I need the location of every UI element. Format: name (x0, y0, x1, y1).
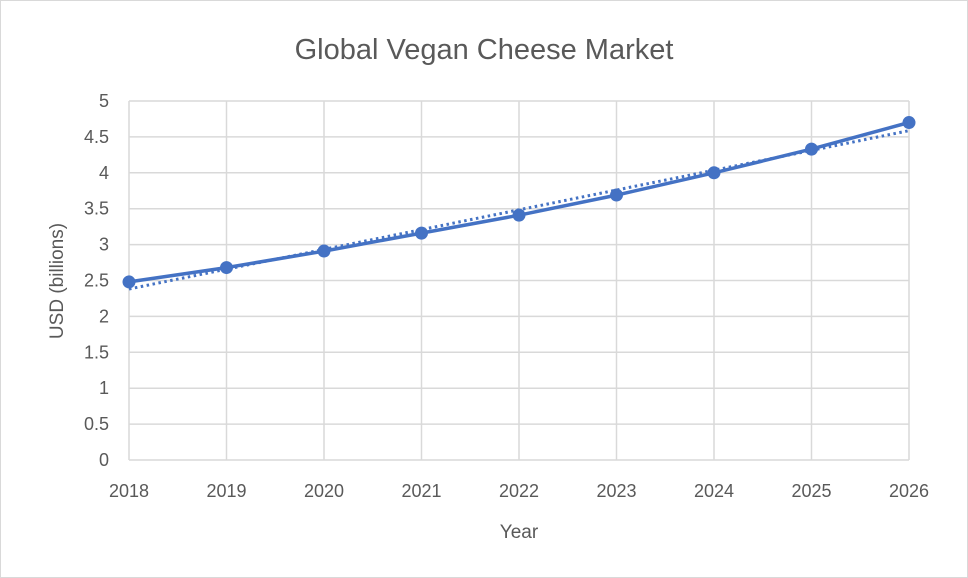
data-point (610, 188, 623, 202)
x-tick-label: 2020 (304, 481, 344, 501)
y-axis-title: USD (billions) (47, 223, 68, 339)
x-tick-label: 2018 (109, 481, 149, 501)
x-tick-label: 2023 (596, 481, 636, 501)
data-point (415, 226, 428, 240)
data-point (805, 142, 818, 156)
y-tick-label: 3.5 (84, 199, 109, 219)
y-axis-ticks: 0 0.5 1 1.5 2 2.5 3 3.5 4 4.5 5 (84, 91, 109, 470)
y-tick-label: 2 (99, 306, 109, 326)
y-tick-label: 4.5 (84, 127, 109, 147)
data-point (122, 275, 136, 289)
x-tick-label: 2025 (791, 481, 831, 501)
x-tick-label: 2021 (401, 481, 441, 501)
data-point (317, 244, 331, 258)
x-tick-label: 2026 (889, 481, 929, 501)
y-tick-label: 0 (99, 450, 109, 470)
chart-title: Global Vegan Cheese Market (295, 34, 674, 66)
y-tick-label: 2.5 (84, 271, 109, 291)
y-tick-label: 1.5 (84, 342, 109, 362)
x-tick-label: 2019 (206, 481, 246, 501)
x-tick-label: 2024 (694, 481, 734, 501)
data-point (220, 261, 233, 275)
y-tick-label: 5 (99, 91, 109, 111)
y-tick-label: 3 (99, 235, 109, 255)
y-tick-label: 0.5 (84, 414, 109, 434)
y-tick-label: 1 (99, 378, 109, 398)
gridlines (128, 100, 910, 461)
data-series (122, 116, 916, 289)
x-axis-title: Year (500, 522, 539, 543)
data-point (902, 116, 916, 130)
x-axis-ticks: 2018 2019 2020 2021 2022 2023 2024 2025 2026 (109, 481, 929, 501)
data-point (512, 208, 526, 222)
y-tick-label: 4 (99, 163, 109, 183)
data-point (707, 166, 721, 180)
x-tick-label: 2022 (499, 481, 539, 501)
